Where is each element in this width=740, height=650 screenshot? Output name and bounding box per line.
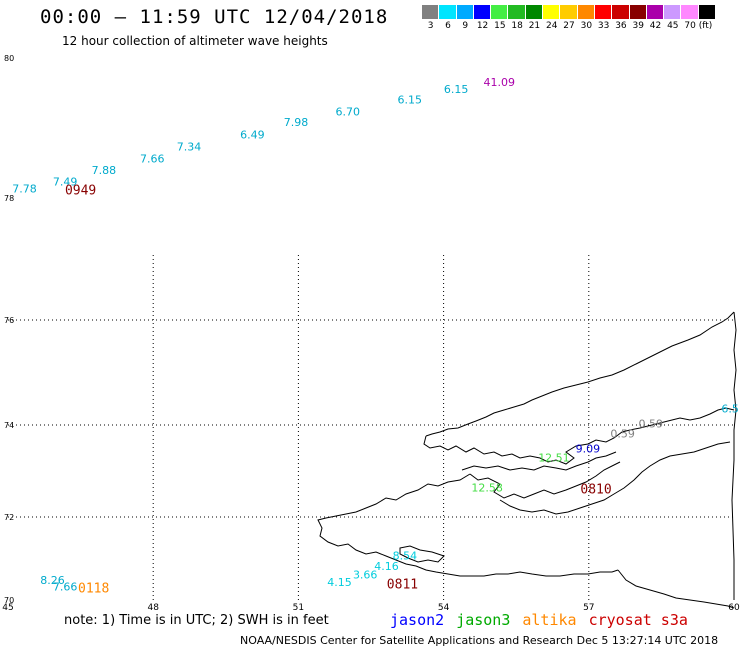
wave-height-value: 12.51 [538, 451, 570, 464]
color-scale-swatch [577, 5, 595, 19]
pass-time-label: 0810 [580, 483, 611, 498]
lat-tick-label: 76 [4, 316, 14, 325]
legend-satellite-jason2: jason2 [390, 611, 445, 629]
map-subtitle: 12 hour collection of altimeter wave hei… [62, 34, 328, 48]
wave-height-value: 7.66 [53, 580, 78, 593]
legend-satellite-altika: altika [522, 611, 577, 629]
color-scale-swatch [560, 5, 578, 19]
color-scale-label: 36 [615, 21, 627, 31]
inner-coast-detail [499, 441, 731, 515]
wave-height-value: 7.34 [177, 140, 202, 153]
color-scale-label: 9 [462, 21, 469, 31]
map-title: 00:00 – 11:59 UTC 12/04/2018 [40, 6, 389, 28]
wave-height-value: 6.15 [397, 94, 422, 107]
lat-tick-label: 70 [4, 596, 14, 605]
pass-time-label: 0811 [387, 578, 418, 593]
lon-tick-label: 60 [728, 603, 740, 613]
pass-time-label: 0949 [65, 183, 96, 198]
footer-credit: NOAA/NESDIS Center for Satellite Applica… [240, 634, 719, 647]
legend-satellite-cryosat-s3a: cryosat s3a [588, 611, 688, 629]
wave-height-value: 6.5 [721, 402, 739, 415]
color-scale-label: 18 [511, 21, 523, 31]
color-scale-swatch [646, 5, 665, 19]
novaya-zemlya-north-coast [425, 311, 735, 437]
color-scale-label: 27 [563, 21, 575, 31]
matochkin-shar-strait [461, 451, 617, 471]
color-scale-labels: 3 6 9 12 15 18 21 24 27 30 33 36 39 42 45 70 (ft) [422, 21, 713, 31]
lat-tick-label: 78 [4, 194, 14, 203]
wave-height-value: 0.59 [639, 417, 664, 430]
color-scale-swatch [543, 5, 561, 19]
wave-height-value: 4.15 [327, 576, 352, 589]
wave-height-value: 0.59 [610, 427, 635, 440]
color-scale-swatch [612, 5, 630, 19]
lon-tick-label: 51 [293, 603, 304, 613]
color-scale-swatch [594, 5, 613, 19]
pass-times: 0949 0810 0811 0118 [65, 183, 612, 596]
wave-height-value: 6.15 [444, 83, 469, 96]
wave-height-value: 6.70 [336, 105, 361, 118]
color-scale-swatch [491, 5, 509, 19]
kara-sea-coast [617, 569, 735, 609]
novaya-zemlya-east-coast [731, 311, 737, 600]
color-scale-label: 70 [684, 21, 696, 31]
color-scale-swatch [525, 5, 544, 19]
color-scale-label: 45 [667, 21, 679, 31]
wave-height-value: 6.49 [240, 129, 265, 142]
color-scale-swatch [629, 5, 647, 19]
coastline [317, 311, 737, 609]
color-scale-label: 42 [649, 21, 662, 31]
yuzhny-island-north [469, 461, 621, 499]
color-scale-swatch [698, 5, 717, 19]
wave-height-value: 7.49 [53, 175, 78, 188]
wave-height-value: 12.58 [471, 482, 503, 495]
graticule [8, 255, 734, 600]
lat-tick-label: 80 [4, 54, 14, 63]
lat-tick-label: 72 [4, 513, 14, 522]
color-scale-label: 6 [445, 21, 451, 31]
lon-tick-label: 48 [147, 603, 159, 613]
color-scale-label: 3 [427, 21, 434, 31]
wave-height-value: 8.54 [393, 549, 418, 562]
color-scale-label: 24 [546, 21, 558, 31]
wave-height-value: 7.88 [92, 164, 117, 177]
color-scale-label: 33 [597, 21, 610, 31]
yuzhny-island-south-islets [399, 545, 445, 563]
wave-height-value: 4.16 [374, 560, 399, 573]
lon-tick-label: 54 [438, 603, 450, 613]
color-scale-bar [422, 5, 717, 19]
color-scale-label: 21 [528, 21, 541, 31]
color-scale-swatch [664, 5, 682, 19]
observations: 7.78 7.49 7.88 7.66 7.34 6.49 7.98 6.70 6.15 6.15… [12, 76, 739, 593]
wave-height-value: 41.09 [484, 76, 516, 89]
wave-height-value: 7.66 [140, 152, 165, 165]
color-scale-swatch [508, 5, 526, 19]
color-scale-swatch [681, 5, 699, 19]
color-scale-unit: (ft) [698, 21, 713, 31]
color-scale-swatch [422, 5, 440, 19]
wave-height-value: 9.09 [576, 443, 601, 456]
lon-tick-label: 57 [583, 603, 594, 613]
wave-height-value: 8.26 [40, 574, 65, 587]
color-scale-swatch [456, 5, 474, 19]
wave-height-value: 7.98 [284, 116, 309, 129]
color-scale-label: 15 [494, 21, 506, 31]
lat-tick-label: 74 [4, 421, 14, 430]
yuzhny-island-west [317, 473, 619, 577]
wave-height-value: 7.78 [12, 182, 37, 195]
legend-satellite-jason3: jason3 [456, 611, 511, 629]
lon-tick-label: 45 [2, 603, 13, 613]
color-scale-label: 12 [476, 21, 489, 31]
color-scale-label: 30 [580, 21, 593, 31]
satellite-legend: jason2 jason3 altika cryosat s3a [390, 611, 700, 629]
color-scale-label: 39 [632, 21, 644, 31]
color-scale-swatch [473, 5, 492, 19]
pass-time-label: 0118 [78, 581, 109, 596]
novaya-zemlya-west-fjords [423, 407, 735, 465]
color-scale-swatch [439, 5, 457, 19]
legend-note: note: 1) Time is in UTC; 2) SWH is in fe… [64, 613, 329, 628]
wave-height-value: 3.66 [353, 568, 378, 581]
